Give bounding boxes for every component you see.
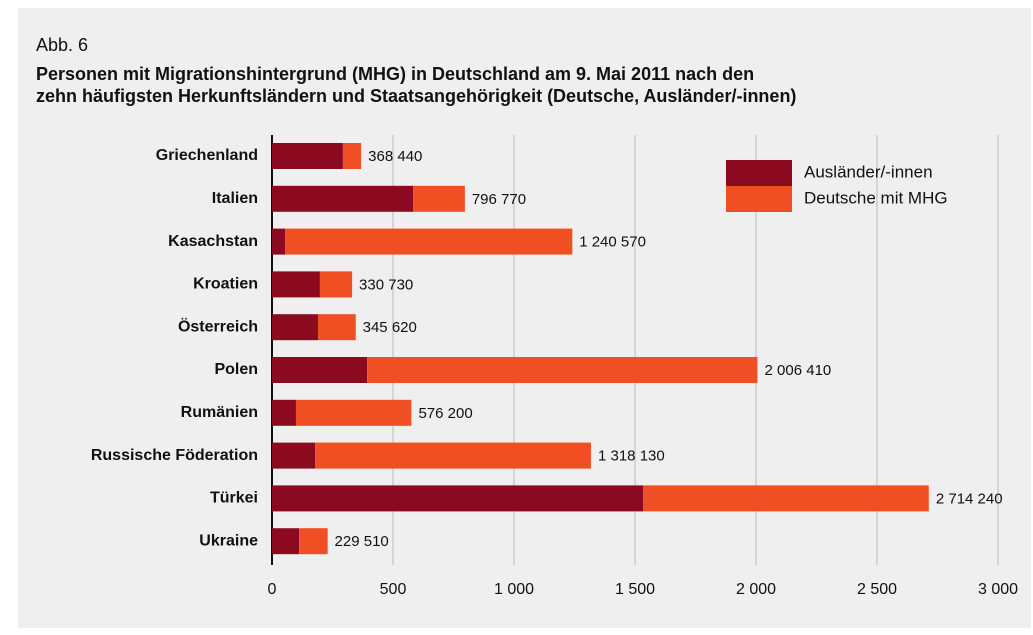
total-label: 796 770 <box>472 191 526 208</box>
total-label: 1 240 570 <box>579 234 646 251</box>
chart-title: Personen mit Migrationshintergrund (MHG)… <box>36 64 754 84</box>
bar-segment <box>367 357 758 383</box>
y-tick-label: Griechenland <box>156 147 258 164</box>
bar-segment <box>342 143 362 169</box>
bar-segment <box>272 485 643 512</box>
y-tick-label: Österreich <box>178 316 258 335</box>
bar-segment <box>272 528 300 555</box>
bar-segment <box>272 228 286 255</box>
x-tick-label: 2 000 <box>736 581 776 598</box>
total-label: 368 440 <box>368 148 422 165</box>
bar-segment <box>272 185 414 212</box>
bar-segment <box>413 185 465 212</box>
total-label: 1 318 130 <box>598 448 665 465</box>
bar-segment <box>285 228 573 255</box>
y-tick-label: Türkei <box>210 490 258 507</box>
bar-segment <box>317 314 356 341</box>
bar-segment <box>272 357 368 383</box>
legend-swatch <box>726 160 792 186</box>
total-label: 229 510 <box>335 533 389 550</box>
figure-label: Abb. 6 <box>36 35 88 55</box>
legend-swatch <box>726 186 792 212</box>
total-label: 576 200 <box>418 405 472 422</box>
y-tick-label: Italien <box>212 190 258 207</box>
bar-segment <box>295 399 412 426</box>
x-tick-label: 0 <box>268 581 277 598</box>
x-tick-label: 3 000 <box>978 581 1018 598</box>
bar-segment <box>319 271 353 298</box>
y-tick-label: Rumänien <box>181 404 258 421</box>
total-label: 330 730 <box>359 276 413 293</box>
y-tick-label: Polen <box>214 361 258 378</box>
legend-label: Ausländer/-innen <box>804 162 933 181</box>
total-label: 2 006 410 <box>765 362 832 379</box>
bar-segment <box>272 399 296 426</box>
legend-label: Deutsche mit MHG <box>804 188 948 207</box>
x-tick-label: 1 500 <box>615 581 655 598</box>
x-tick-label: 1 000 <box>494 581 534 598</box>
bar-segment <box>315 442 591 469</box>
y-tick-label: Russische Föderation <box>91 447 258 464</box>
y-tick-label: Kroatien <box>193 276 258 293</box>
panel <box>18 8 1031 628</box>
bar-segment <box>272 271 320 298</box>
x-tick-label: 2 500 <box>857 581 897 598</box>
bar-segment <box>299 528 328 555</box>
bar-segment <box>272 143 343 169</box>
total-label: 2 714 240 <box>936 490 1003 507</box>
bar-segment <box>272 442 316 469</box>
bar-segment <box>642 485 929 512</box>
chart-title: zehn häufigsten Herkunftsländern und Sta… <box>36 86 796 106</box>
bar-segment <box>272 314 318 341</box>
x-tick-label: 500 <box>380 581 407 598</box>
y-tick-label: Ukraine <box>199 532 258 549</box>
total-label: 345 620 <box>363 319 417 336</box>
y-tick-label: Kasachstan <box>168 233 258 250</box>
